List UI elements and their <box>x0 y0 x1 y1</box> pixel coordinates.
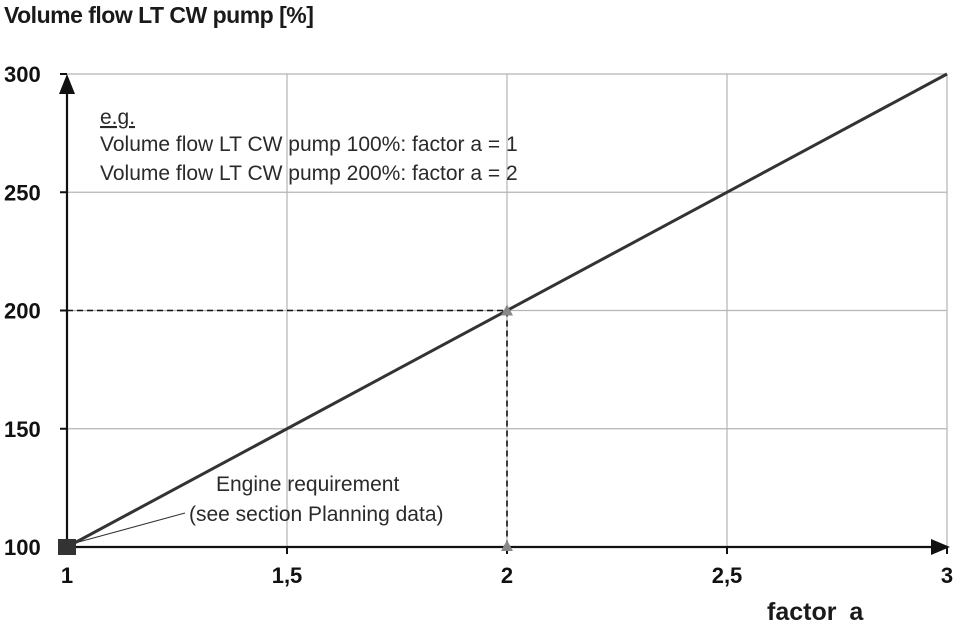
example-point-marker <box>501 304 513 316</box>
eg-line-2: Volume flow LT CW pump 200%: factor a = … <box>100 162 518 185</box>
engine-requirement-note: (see section Planning data) <box>189 503 444 526</box>
y-axis-title: Volume flow LT CW pump [%] <box>4 2 314 28</box>
x-tick-label: 1 <box>61 563 73 588</box>
y-tick-label: 200 <box>4 299 41 324</box>
x-tick-label: 3 <box>941 563 953 588</box>
engine-point-marker <box>58 539 76 555</box>
eg-line-1: Volume flow LT CW pump 100%: factor a = … <box>100 133 518 156</box>
y-tick-label: 100 <box>4 535 41 560</box>
engine-leader-line <box>74 512 186 544</box>
x-axis-arrow <box>931 539 950 555</box>
y-tick-label: 250 <box>4 180 41 205</box>
y-axis-arrow <box>59 74 75 94</box>
x-tick-label: 1,5 <box>272 563 303 588</box>
x-axis-title: factor a <box>767 598 864 626</box>
eg-heading: e.g. <box>100 106 135 129</box>
example-x-marker <box>501 540 513 551</box>
engine-requirement-label: Engine requirement <box>216 473 399 496</box>
y-tick-label: 150 <box>4 417 41 442</box>
y-tick-label: 300 <box>4 62 41 87</box>
x-tick-label: 2,5 <box>712 563 743 588</box>
x-tick-label: 2 <box>501 563 513 588</box>
